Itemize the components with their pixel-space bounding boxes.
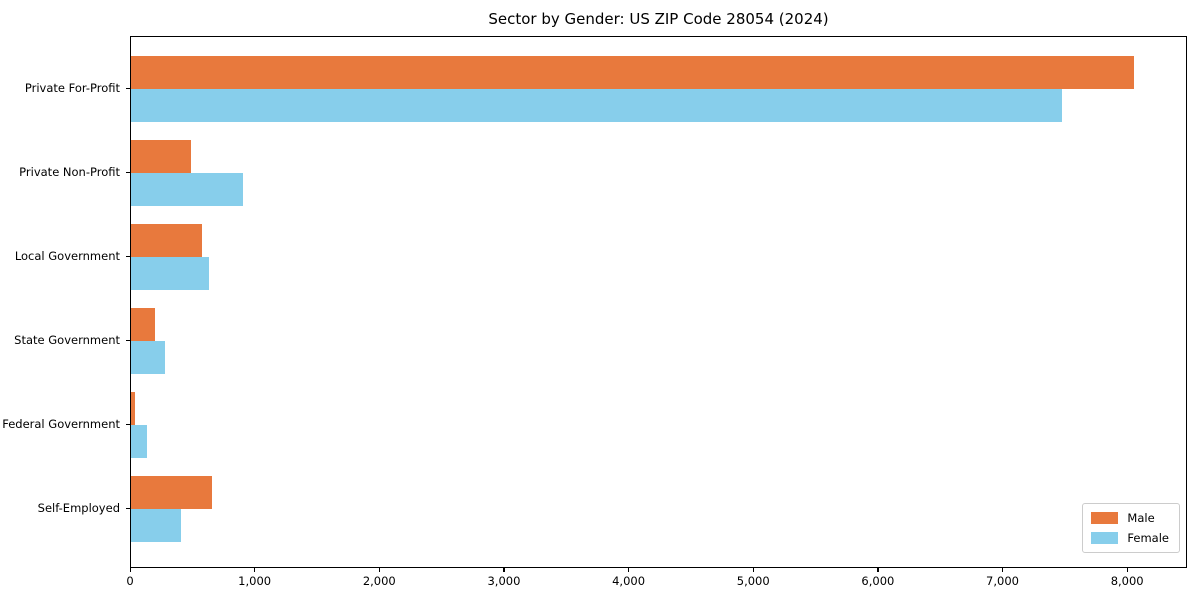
bar-male-2 — [131, 224, 202, 257]
legend-row-male: Male — [1091, 511, 1169, 525]
x-tick-label-2: 2,000 — [362, 574, 396, 588]
x-tick-label-6: 6,000 — [861, 574, 895, 588]
y-label-3: State Government — [14, 333, 120, 347]
bar-male-1 — [131, 140, 191, 173]
x-tick-mark-6 — [877, 568, 879, 572]
bar-female-5 — [131, 509, 181, 542]
x-tick-label-0: 0 — [126, 574, 134, 588]
bar-male-3 — [131, 308, 155, 341]
y-tick-mark-3 — [126, 339, 130, 341]
y-tick-mark-0 — [126, 87, 130, 89]
x-tick-label-7: 7,000 — [986, 574, 1019, 588]
legend-label-female: Female — [1127, 531, 1169, 545]
bar-male-5 — [131, 476, 213, 509]
bar-female-1 — [131, 173, 243, 206]
legend-label-male: Male — [1127, 511, 1155, 525]
x-tick-label-1: 1,000 — [238, 574, 272, 588]
chart-title: Sector by Gender: US ZIP Code 28054 (202… — [488, 10, 829, 28]
bar-male-0 — [131, 56, 1135, 89]
bar-female-2 — [131, 257, 210, 290]
x-tick-label-4: 4,000 — [612, 574, 646, 588]
x-tick-label-5: 5,000 — [736, 574, 770, 588]
x-tick-mark-2 — [378, 568, 380, 572]
x-tick-mark-5 — [752, 568, 754, 572]
plot-area: Male Female — [130, 36, 1187, 568]
x-tick-mark-1 — [254, 568, 256, 572]
bar-female-4 — [131, 425, 147, 458]
y-label-5: Self-Employed — [37, 501, 120, 515]
y-label-1: Private Non-Profit — [19, 165, 120, 179]
x-tick-mark-4 — [628, 568, 630, 572]
legend: Male Female — [1082, 503, 1180, 553]
y-tick-mark-5 — [126, 507, 130, 509]
legend-swatch-female — [1091, 532, 1119, 544]
y-tick-mark-2 — [126, 255, 130, 257]
legend-row-female: Female — [1091, 531, 1169, 545]
legend-swatch-male — [1091, 512, 1119, 524]
x-tick-mark-7 — [1002, 568, 1004, 572]
x-tick-label-3: 3,000 — [487, 574, 521, 588]
x-tick-label-8: 8,000 — [1110, 574, 1144, 588]
bar-male-4 — [131, 392, 135, 425]
y-label-2: Local Government — [14, 249, 120, 263]
x-tick-mark-8 — [1126, 568, 1128, 572]
x-tick-mark-0 — [129, 568, 131, 572]
y-label-4: Federal Government — [2, 417, 120, 431]
bar-female-0 — [131, 89, 1062, 122]
bar-female-3 — [131, 341, 166, 374]
x-tick-mark-3 — [503, 568, 505, 572]
y-tick-mark-4 — [126, 423, 130, 425]
y-tick-mark-1 — [126, 171, 130, 173]
y-label-0: Private For-Profit — [24, 81, 120, 95]
